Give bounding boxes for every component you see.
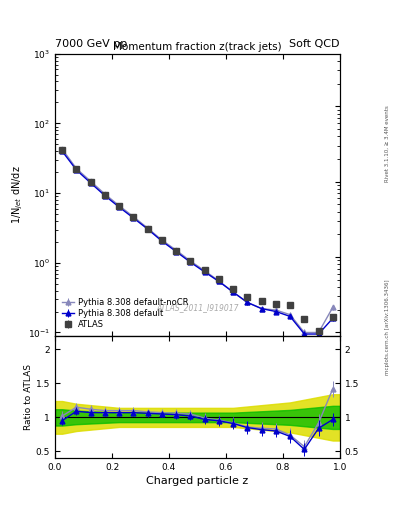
- Title: Momentum fraction z(track jets): Momentum fraction z(track jets): [113, 41, 282, 52]
- Text: mcplots.cern.ch [arXiv:1306.3436]: mcplots.cern.ch [arXiv:1306.3436]: [385, 280, 390, 375]
- Legend: Pythia 8.308 default-noCR, Pythia 8.308 default, ATLAS: Pythia 8.308 default-noCR, Pythia 8.308 …: [59, 295, 191, 331]
- X-axis label: Charged particle z: Charged particle z: [146, 476, 249, 486]
- Text: Rivet 3.1.10, ≥ 3.4M events: Rivet 3.1.10, ≥ 3.4M events: [385, 105, 390, 182]
- Text: ATLAS_2011_I919017: ATLAS_2011_I919017: [156, 303, 239, 312]
- Y-axis label: 1/N$_{jet}$ dN/dz: 1/N$_{jet}$ dN/dz: [11, 165, 25, 224]
- Text: 7000 GeV pp: 7000 GeV pp: [55, 38, 127, 49]
- Text: Soft QCD: Soft QCD: [290, 38, 340, 49]
- Y-axis label: Ratio to ATLAS: Ratio to ATLAS: [24, 364, 33, 430]
